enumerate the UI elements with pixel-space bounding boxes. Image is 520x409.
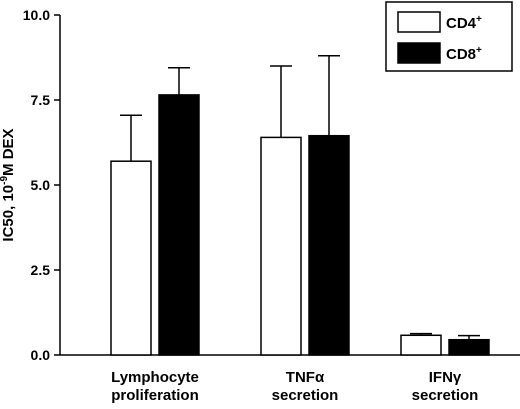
y-tick-label: 2.5 (31, 262, 51, 278)
category-label: secretion (412, 387, 479, 404)
bar-cd4-0 (110, 160, 152, 356)
y-tick-label: 7.5 (31, 92, 51, 108)
category-label: TNFα (286, 369, 325, 386)
y-axis-label: IC50, 10-9M DEX (0, 128, 17, 241)
category-label: secretion (272, 387, 339, 404)
y-tick-label: 10.0 (23, 7, 50, 23)
bar-cd4-2 (400, 334, 442, 356)
y-axis: 0.0 2.5 5.0 7.5 10.0 (23, 7, 61, 363)
legend-swatch-cd4 (397, 11, 441, 33)
bar-cd8-1 (308, 134, 350, 356)
legend-swatch-cd8 (397, 42, 441, 64)
legend-label: CD8+ (446, 45, 482, 63)
category-label: IFNγ (429, 369, 462, 386)
legend-label: CD4+ (446, 14, 482, 32)
category-labels: LymphocyteproliferationTNFαsecretionIFNγ… (111, 369, 478, 404)
category-label: proliferation (111, 387, 199, 404)
bar-cd8-0 (158, 94, 200, 356)
bar-cd4-1 (260, 136, 302, 356)
y-tick-label: 5.0 (31, 177, 51, 193)
category-label: Lymphocyte (111, 369, 199, 386)
bar-series (110, 55, 490, 356)
bar-cd8-2 (448, 338, 490, 356)
y-tick-label: 0.0 (31, 347, 51, 363)
legend: CD4+ CD8+ (385, 1, 513, 72)
